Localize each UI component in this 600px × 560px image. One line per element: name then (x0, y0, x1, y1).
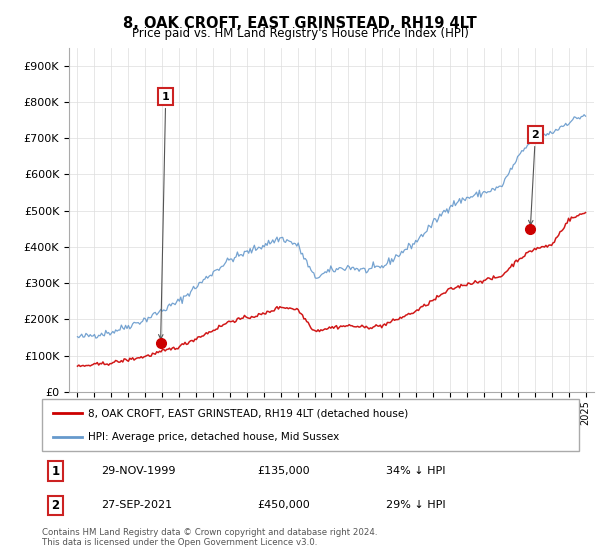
Text: £450,000: £450,000 (257, 501, 310, 511)
Text: 1: 1 (52, 465, 59, 478)
Text: Price paid vs. HM Land Registry's House Price Index (HPI): Price paid vs. HM Land Registry's House … (131, 27, 469, 40)
FancyBboxPatch shape (42, 399, 579, 451)
Text: HPI: Average price, detached house, Mid Sussex: HPI: Average price, detached house, Mid … (88, 432, 339, 442)
Text: 1: 1 (158, 91, 170, 339)
Text: 29-NOV-1999: 29-NOV-1999 (101, 466, 176, 476)
Text: 27-SEP-2021: 27-SEP-2021 (101, 501, 172, 511)
Text: £135,000: £135,000 (257, 466, 310, 476)
Text: 2: 2 (52, 499, 59, 512)
Text: Contains HM Land Registry data © Crown copyright and database right 2024.
This d: Contains HM Land Registry data © Crown c… (42, 528, 377, 547)
Text: 8, OAK CROFT, EAST GRINSTEAD, RH19 4LT (detached house): 8, OAK CROFT, EAST GRINSTEAD, RH19 4LT (… (88, 408, 408, 418)
Text: 2: 2 (529, 129, 539, 225)
Text: 34% ↓ HPI: 34% ↓ HPI (386, 466, 445, 476)
Text: 29% ↓ HPI: 29% ↓ HPI (386, 501, 445, 511)
Text: 8, OAK CROFT, EAST GRINSTEAD, RH19 4LT: 8, OAK CROFT, EAST GRINSTEAD, RH19 4LT (123, 16, 477, 31)
